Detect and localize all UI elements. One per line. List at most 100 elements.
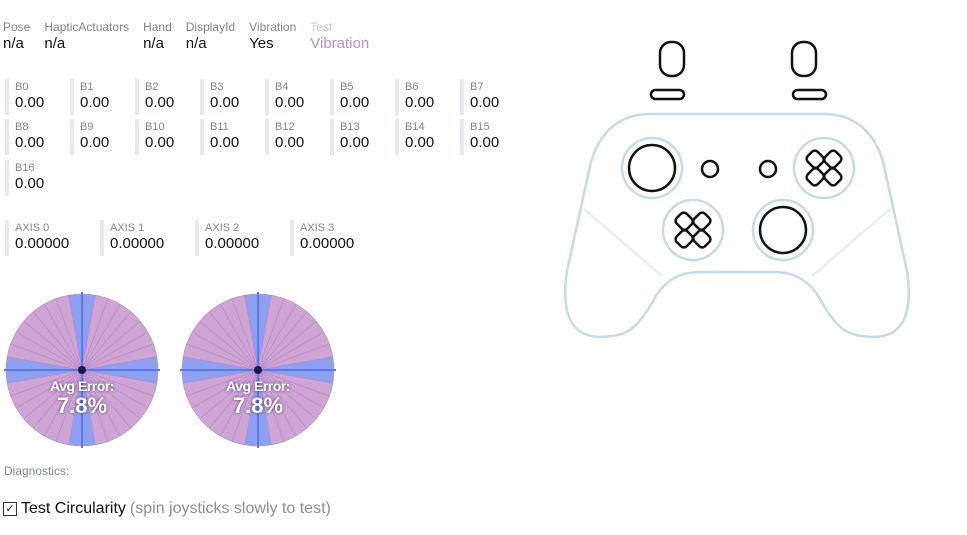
axis-label: AXIS 3: [300, 222, 335, 234]
test-circularity-toggle[interactable]: ✓ Test Circularity (spin joysticks slowl…: [3, 500, 331, 518]
button-cell: B13 0.00: [330, 119, 390, 155]
avg-error-label: Avg Error:: [50, 378, 114, 394]
button-cell: B9 0.00: [70, 119, 130, 155]
button-label: B9: [80, 121, 94, 133]
prop-label: Test: [310, 20, 333, 34]
avg-error-value: 7.8%: [56, 393, 108, 418]
prop-vibration: Vibration Yes: [249, 20, 296, 54]
axis-value: 0.00000: [15, 235, 70, 252]
button-value: 0.00: [470, 134, 500, 151]
prop-label: DisplayId: [185, 20, 236, 34]
button-label: B8: [15, 121, 29, 133]
circularity-plot: [180, 292, 336, 448]
button-cell: B11 0.00: [200, 119, 260, 155]
button-cell: B4 0.00: [265, 79, 325, 115]
menu-button: [758, 159, 778, 179]
button-label: B2: [145, 81, 159, 93]
button-label: B15: [470, 121, 490, 133]
axis-label: AXIS 1: [110, 222, 145, 234]
button-label: B14: [405, 121, 425, 133]
axis-cell: AXIS 1 0.00000: [100, 220, 190, 256]
button-cell: B6 0.00: [395, 79, 455, 115]
button-cell: B5 0.00: [330, 79, 390, 115]
prop-pose: Pose n/a: [3, 20, 30, 54]
prop-haptic-actuators: HapticActuators n/a: [44, 20, 129, 54]
gamepad-properties: Pose n/a HapticActuators n/a Hand n/a Displ…: [3, 20, 383, 54]
face-buttons-ring: [792, 136, 856, 200]
axis-cell: AXIS 0 0.00000: [5, 220, 95, 256]
checkbox-icon[interactable]: ✓: [3, 502, 17, 516]
button-value: 0.00: [275, 134, 305, 151]
button-cell: B7 0.00: [460, 79, 520, 115]
button-value: 0.00: [80, 134, 110, 151]
test-circularity-label: Test Circularity: [21, 500, 126, 517]
axis-cell: AXIS 3 0.00000: [290, 220, 380, 256]
button-cell: B8 0.00: [5, 119, 65, 155]
button-cell: B3 0.00: [200, 79, 260, 115]
button-label: B1: [80, 81, 94, 93]
button-value: 0.00: [210, 94, 240, 111]
axis-cell: AXIS 2 0.00000: [195, 220, 285, 256]
test-vibration-link[interactable]: Vibration: [310, 35, 370, 52]
left-trigger: [658, 40, 686, 78]
face-buttons: [805, 149, 843, 187]
button-value: 0.00: [275, 94, 305, 111]
prop-value: n/a: [143, 35, 164, 52]
prop-value: n/a: [185, 35, 207, 52]
button-cell: B15 0.00: [460, 119, 520, 155]
button-value: 0.00: [15, 175, 45, 192]
stick-position-dot: [254, 366, 262, 374]
dpad-ring: [661, 198, 725, 262]
axis-label: AXIS 2: [205, 222, 240, 234]
axis-label: AXIS 0: [15, 222, 50, 234]
button-value: 0.00: [470, 94, 500, 111]
left-grip-line: [583, 208, 663, 277]
right-stick-circularity: Avg Error: 7.8%: [180, 292, 336, 448]
controller-body-outline: [564, 112, 910, 339]
circularity-plot: [4, 292, 160, 448]
prop-value: n/a: [3, 35, 24, 52]
right-stick-ring: [751, 198, 815, 262]
axis-value: 0.00000: [205, 235, 260, 252]
right-grip-line: [811, 208, 891, 277]
axis-value: 0.00000: [300, 235, 355, 252]
button-label: B13: [340, 121, 360, 133]
left-stick-circularity: Avg Error: 7.8%: [4, 292, 160, 448]
right-trigger: [790, 40, 818, 78]
button-label: B16: [15, 162, 35, 174]
prop-label: Vibration: [249, 20, 297, 34]
prop-display-id: DisplayId n/a: [186, 20, 235, 54]
button-value: 0.00: [15, 134, 45, 151]
button-cell: B14 0.00: [395, 119, 455, 155]
gamepad-diagram: [564, 40, 910, 339]
button-value: 0.00: [405, 94, 435, 111]
button-value: 0.00: [15, 94, 45, 111]
axis-value: 0.00000: [110, 235, 165, 252]
button-cell: B10 0.00: [135, 119, 195, 155]
view-button: [700, 159, 720, 179]
button-cell: B0 0.00: [5, 79, 65, 115]
button-label: B6: [405, 81, 419, 93]
button-value: 0.00: [210, 134, 240, 151]
button-label: B10: [145, 121, 165, 133]
left-bumper: [649, 88, 686, 101]
test-vibration[interactable]: Test Vibration: [310, 20, 369, 54]
button-value: 0.00: [145, 134, 175, 151]
button-label: B12: [275, 121, 295, 133]
stick-position-dot: [78, 366, 86, 374]
button-value: 0.00: [145, 94, 175, 111]
button-label: B4: [275, 81, 289, 93]
prop-label: HapticActuators: [44, 20, 130, 34]
button-value: 0.00: [340, 134, 370, 151]
button-cell: B16 0.00: [5, 160, 65, 196]
button-cell: B12 0.00: [265, 119, 325, 155]
prop-hand: Hand n/a: [143, 20, 172, 54]
button-value: 0.00: [340, 94, 370, 111]
prop-value: n/a: [44, 35, 66, 52]
button-label: B0: [15, 81, 29, 93]
dpad: [674, 211, 712, 249]
button-value: 0.00: [405, 134, 435, 151]
left-stick: [627, 143, 677, 193]
right-bumper: [791, 88, 828, 101]
avg-error-label: Avg Error:: [226, 378, 290, 394]
